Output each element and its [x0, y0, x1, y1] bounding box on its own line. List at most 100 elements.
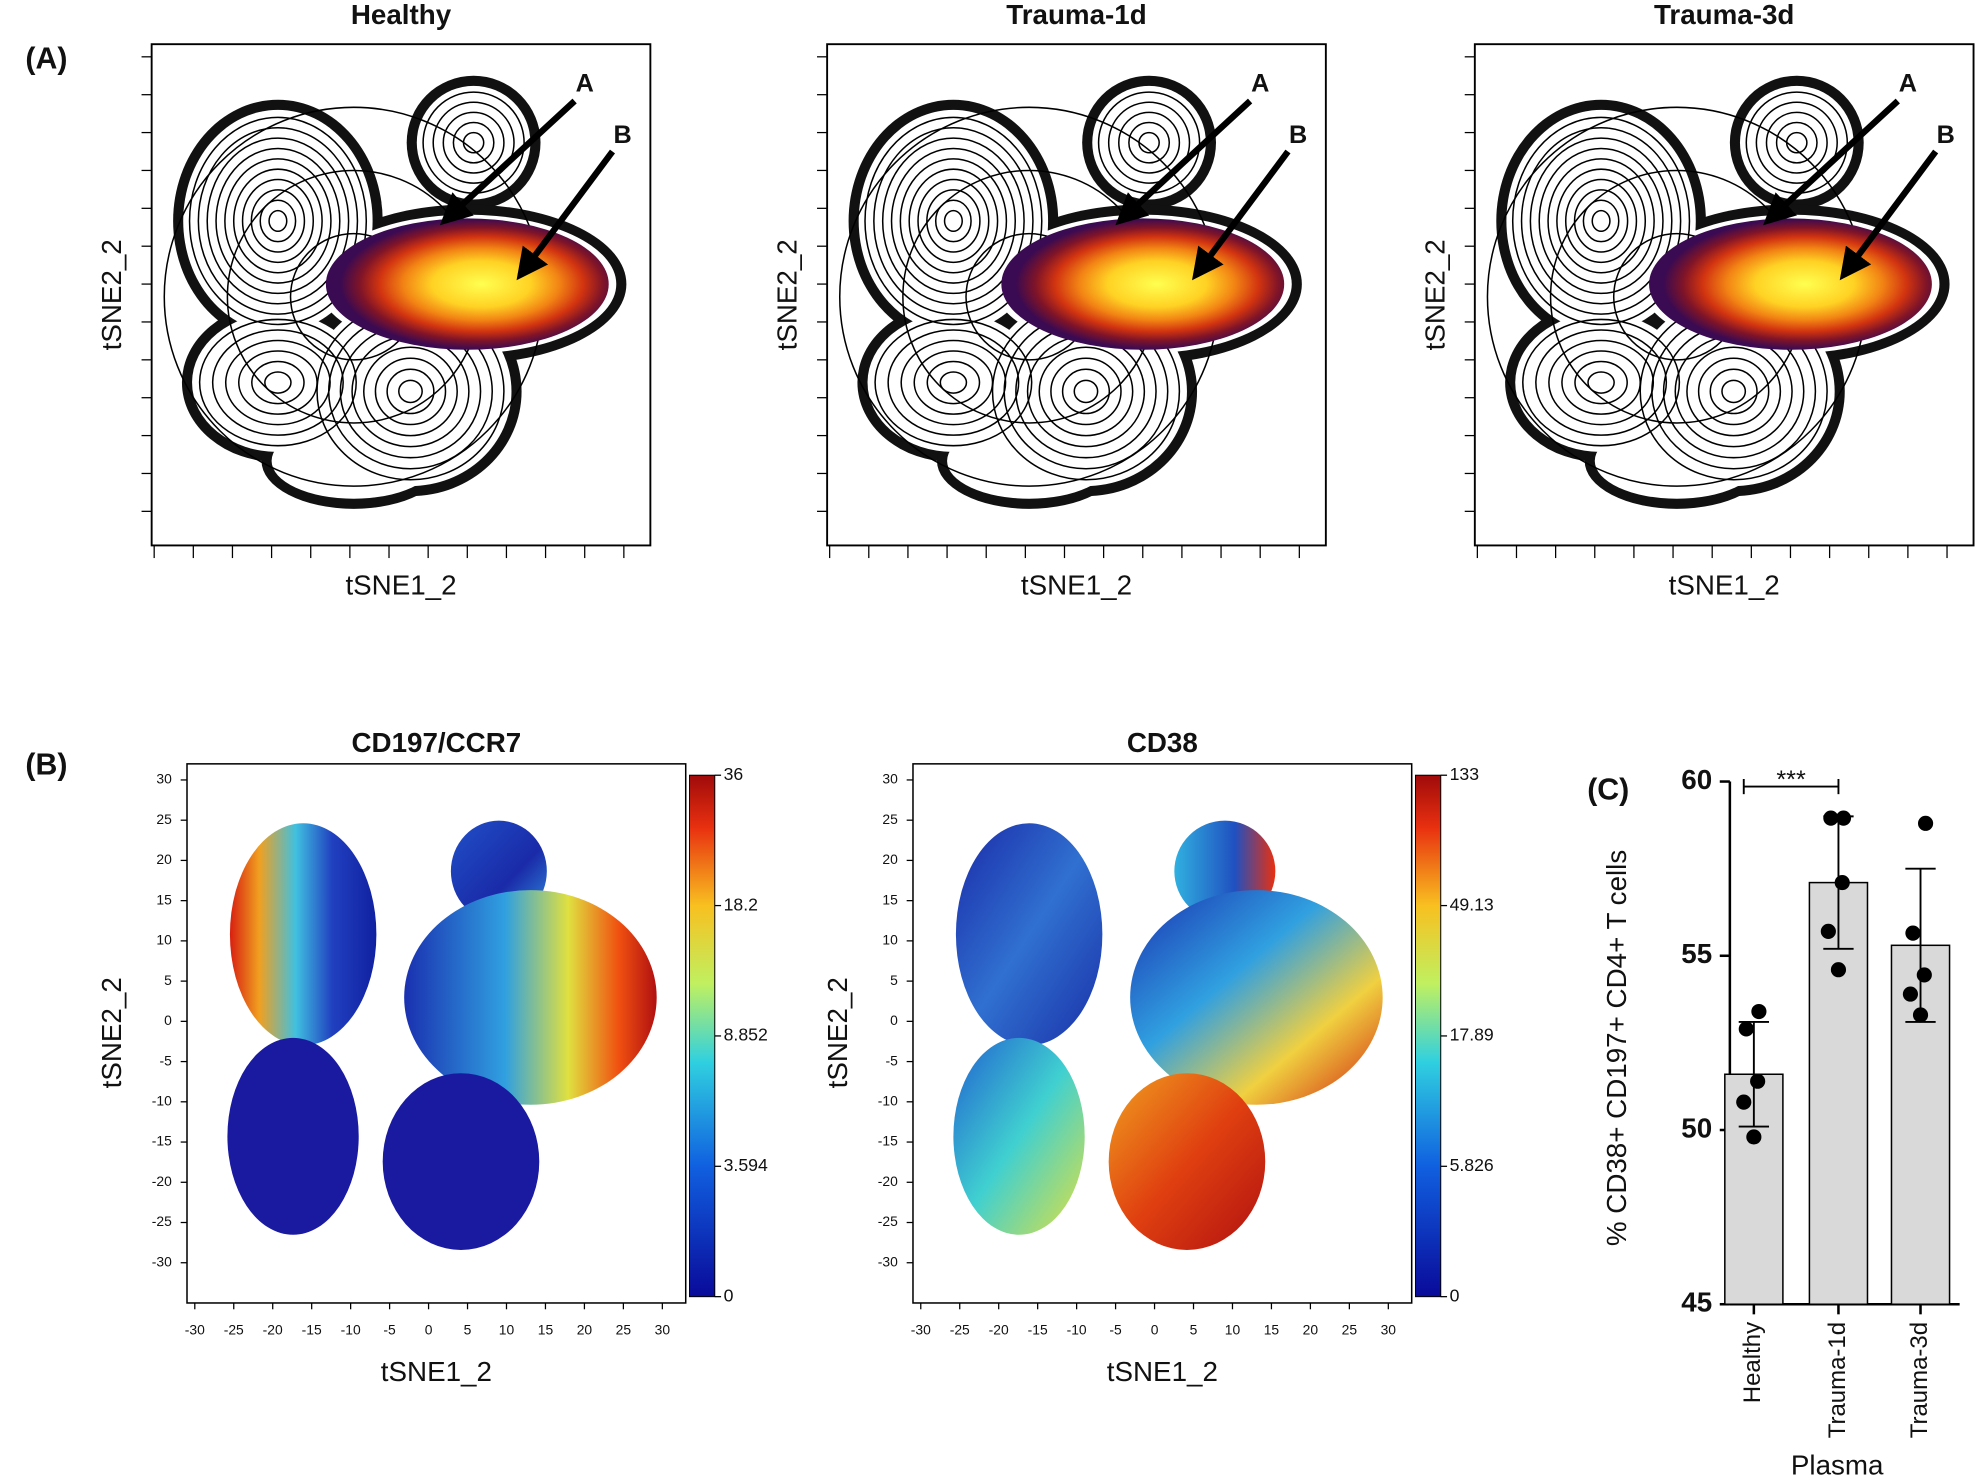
colorbar-tick-label: 133 [1450, 764, 1480, 784]
y-tick-label: 25 [156, 811, 172, 827]
contour-line [899, 158, 1008, 284]
contour-line [363, 346, 458, 437]
y-axis-label: tSNE2_2 [96, 977, 127, 1088]
colorbar-tick-label: 8.852 [724, 1025, 768, 1045]
x-tick-label: 0 [1151, 1321, 1159, 1337]
colorbar [1414, 774, 1442, 1298]
contour-line [1520, 127, 1682, 315]
data-point [1823, 810, 1839, 826]
plot-title: CD38 [1127, 727, 1198, 758]
x-axis-label: tSNE1_2 [345, 569, 456, 600]
contour-line [1073, 379, 1099, 404]
contour-line [1038, 346, 1134, 437]
data-point [1917, 815, 1934, 831]
cell-cluster [955, 823, 1103, 1046]
contour-line [908, 168, 999, 274]
x-axis-label: tSNE1_2 [1107, 1356, 1218, 1387]
arrow-label: A [576, 69, 594, 97]
y-tick-label: -5 [160, 1052, 173, 1068]
colorbar-tick-label: 36 [724, 764, 744, 784]
contour-line [197, 127, 359, 315]
data-point [1902, 986, 1918, 1002]
data-point [1736, 1094, 1752, 1110]
x-tick-label: 20 [1303, 1321, 1319, 1337]
arrow-label: B [1289, 121, 1307, 149]
arrow [439, 98, 577, 226]
y-tick-label: 30 [882, 771, 898, 787]
contour-line [1582, 199, 1620, 243]
x-tick-label: 15 [538, 1321, 554, 1337]
y-tick-label: 15 [156, 891, 172, 907]
contour-line [1522, 318, 1681, 447]
y-tick-label: 5 [890, 972, 898, 988]
panel-label: (A) [25, 43, 67, 76]
y-tick-label: -10 [152, 1092, 172, 1108]
contour-line [241, 178, 315, 264]
contour-line [943, 209, 963, 233]
contour-line [211, 329, 344, 436]
cell-cluster [229, 823, 377, 1046]
contour-line [887, 329, 1020, 436]
contour-line [1548, 339, 1655, 426]
arrow [1115, 98, 1253, 226]
contour-line [374, 357, 447, 426]
contour-line [264, 371, 292, 394]
plot-title: Trauma-3d [1654, 0, 1794, 30]
contour-line [1775, 121, 1818, 164]
x-tick-label: 25 [616, 1321, 632, 1337]
y-axis-label: % CD38+ CD197+ CD4+ T cells [1601, 850, 1632, 1246]
y-tick-label: 55 [1681, 938, 1712, 969]
contour-line [926, 360, 981, 405]
panel-label: (B) [25, 748, 67, 781]
plot-frame [186, 763, 687, 1304]
contour-line [259, 199, 297, 243]
arrow-label: B [1937, 121, 1955, 149]
x-axis-label: tSNE1_2 [1021, 569, 1132, 600]
y-tick-label: -20 [152, 1173, 172, 1189]
contour-line [917, 178, 990, 264]
arrow [1192, 149, 1291, 281]
x-tick-label: -25 [224, 1321, 244, 1337]
y-tick-label: -10 [878, 1092, 898, 1108]
x-tick-label: 5 [464, 1321, 472, 1337]
contour-line [251, 360, 305, 405]
colorbar-tick-label: 49.13 [1450, 894, 1494, 914]
significance-label: *** [1776, 766, 1806, 794]
x-tick-label: 10 [1225, 1321, 1241, 1337]
tsne-density-plot: AB [1464, 43, 1975, 559]
contour-line [1564, 178, 1638, 264]
cell-cluster [382, 1073, 540, 1250]
x-tick-label: -5 [1109, 1321, 1122, 1337]
x-tick-label: Trauma-3d [1906, 1322, 1933, 1438]
contour-line [1587, 371, 1615, 394]
data-point [1820, 923, 1836, 939]
tsne-expression-map [227, 820, 657, 1250]
colorbar-tick-label: 17.89 [1450, 1025, 1494, 1045]
colorbar [689, 774, 716, 1298]
y-tick-label: 30 [156, 771, 172, 787]
arrow-label: A [1251, 69, 1269, 97]
tsne-density-plot: AB [817, 43, 1327, 559]
panel-label: (C) [1587, 774, 1629, 807]
y-tick-label: -30 [878, 1253, 898, 1269]
contour-line [1721, 379, 1747, 404]
data-point [1738, 1021, 1754, 1037]
x-tick-label: Healthy [1739, 1322, 1766, 1403]
plot-title: Trauma-1d [1006, 0, 1146, 30]
contour-line [926, 189, 981, 253]
contour-line [1050, 357, 1122, 426]
highlight-density [1001, 218, 1285, 350]
contour-line [881, 137, 1025, 305]
contour-line [934, 199, 972, 243]
data-point [1750, 1073, 1766, 1089]
data-point [1905, 925, 1921, 941]
contour-line [1538, 147, 1664, 295]
contour-line [432, 101, 515, 184]
y-tick-label: -20 [878, 1173, 898, 1189]
data-point [1916, 967, 1932, 983]
contour-line [1128, 121, 1171, 164]
contour-line [1709, 368, 1758, 415]
colorbar-tick-label: 18.2 [724, 894, 758, 914]
bar [1808, 881, 1869, 1305]
